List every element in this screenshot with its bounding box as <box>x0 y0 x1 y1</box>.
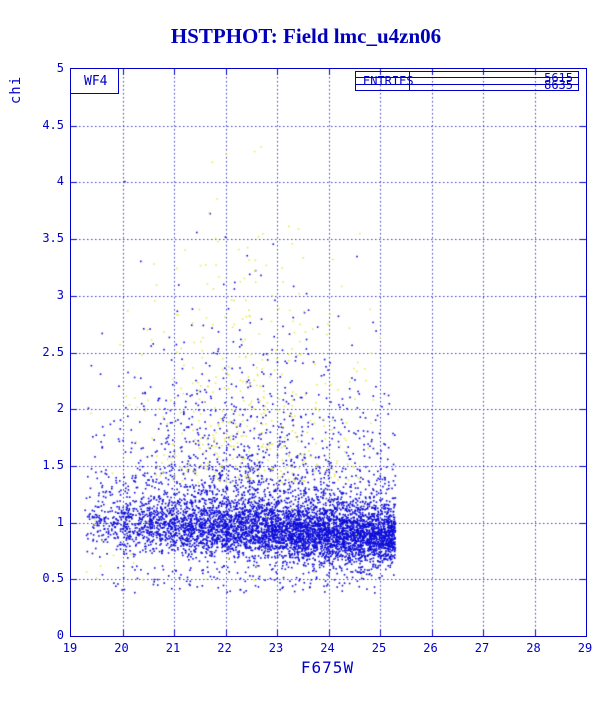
x-tick-label-19: 19 <box>62 641 78 655</box>
x-tick-label-24: 24 <box>320 641 335 655</box>
x-tick-label-29: 29 <box>577 641 593 655</box>
y-tick-label-2: 2 <box>56 401 64 416</box>
y-tick-label-4_5: 4.5 <box>42 117 64 132</box>
entries-label: ENTRIES <box>363 74 414 88</box>
entries-box-divider <box>409 71 410 91</box>
y-tick-label-2_5: 2.5 <box>42 344 64 359</box>
y-tick-label-3_5: 3.5 <box>42 231 64 246</box>
y-tick-label-3: 3 <box>56 287 64 302</box>
y-tick-label-4: 4 <box>56 174 64 189</box>
chart-title: HSTPHOT: Field lmc_u4zn06 <box>170 24 442 48</box>
plot-area: WF4 ENTRIES 5615 8635 <box>70 68 587 637</box>
scatter-canvas <box>71 69 586 636</box>
y-tick-label-1: 1 <box>56 514 64 529</box>
y-tick-label-0: 0 <box>56 628 64 642</box>
y-tick-label-1_5: 1.5 <box>42 457 64 472</box>
x-tick-label-28: 28 <box>526 641 541 655</box>
entries-value-2: 8635 <box>544 78 573 92</box>
x-tick-label-26: 26 <box>423 641 438 655</box>
y-tick-label-0_5: 0.5 <box>42 571 64 586</box>
y-tick-label-5: 5 <box>56 61 64 75</box>
x-tick-label-20: 20 <box>114 641 129 655</box>
x-tick-label-25: 25 <box>371 641 387 655</box>
x-axis-label: F675W <box>300 658 355 677</box>
x-tick-label-21: 21 <box>165 641 181 655</box>
entries-box: ENTRIES 5615 8635 <box>355 71 579 93</box>
detector-label: WF4 <box>71 69 120 94</box>
x-tick-label-23: 23 <box>268 641 284 655</box>
x-tick-label-27: 27 <box>474 641 490 655</box>
entries-value-1: 5615 <box>544 71 573 85</box>
entries-box-outline-2 <box>355 77 579 91</box>
x-tick-label-22: 22 <box>217 641 232 655</box>
